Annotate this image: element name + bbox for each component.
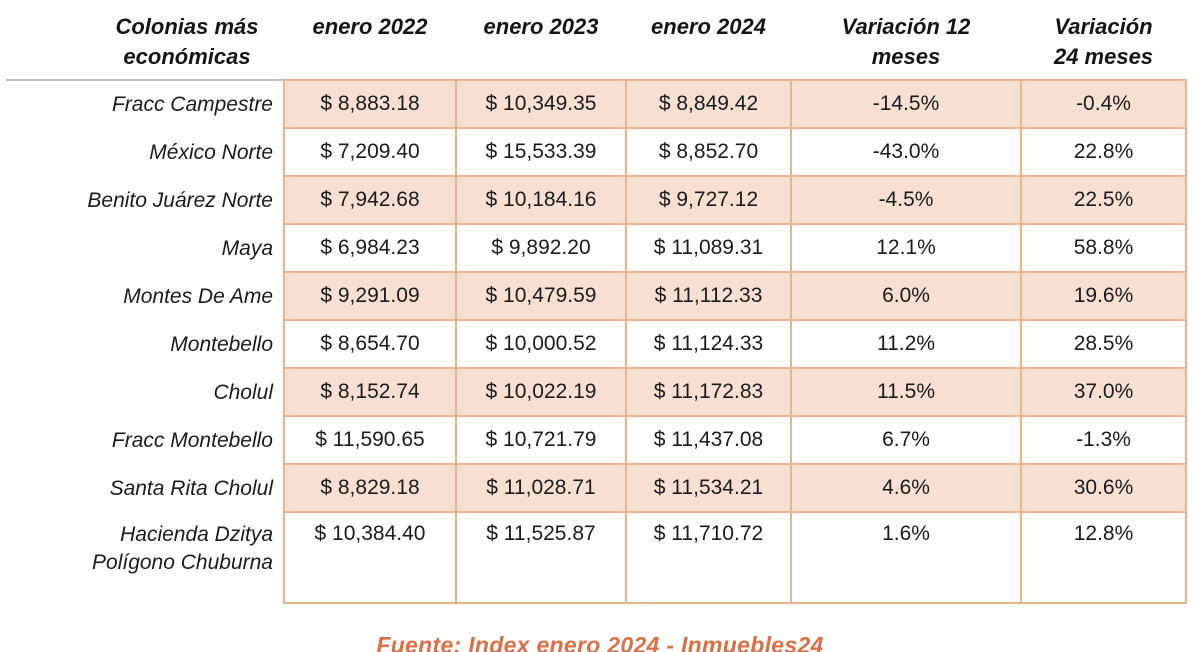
price-enero-2023-cell: $ 15,533.39 <box>455 127 627 178</box>
price-enero-2022-cell: $ 10,384.40 <box>283 511 457 605</box>
price-enero-2024-cell: $ 11,710.72 <box>625 511 792 605</box>
column-header-enero-2023: enero 2023 <box>483 14 599 39</box>
colonia-name-cell: Hacienda Dzitya Polígono Chuburna <box>92 523 273 574</box>
price-enero-2023-cell: $ 10,721.79 <box>455 415 627 466</box>
variacion-12-meses-cell: -14.5% <box>790 79 1022 130</box>
table-row: Montebello $ 8,654.70 $ 10,000.52 $ 11,1… <box>6 319 1187 370</box>
variacion-24-meses-cell: 28.5% <box>1020 319 1187 370</box>
price-enero-2022-cell: $ 8,829.18 <box>283 463 457 514</box>
table-row: Benito Juárez Norte $ 7,942.68 $ 10,184.… <box>6 175 1187 226</box>
price-enero-2022-cell: $ 7,209.40 <box>283 127 457 178</box>
price-enero-2024-cell: $ 11,089.31 <box>625 223 792 274</box>
price-enero-2022-cell: $ 7,942.68 <box>283 175 457 226</box>
column-header-enero-2024: enero 2024 <box>651 14 766 39</box>
price-enero-2024-cell: $ 8,852.70 <box>625 127 792 178</box>
column-header-enero-2022: enero 2022 <box>312 14 428 39</box>
header-row: Colonias más económicas enero 2022 enero… <box>6 8 1186 82</box>
source-caption: Fuente: Index enero 2024 - Inmuebles24 <box>376 632 824 652</box>
price-enero-2024-cell: $ 11,172.83 <box>625 367 792 418</box>
table-row: Fracc Montebello $ 11,590.65 $ 10,721.79… <box>6 415 1187 466</box>
price-enero-2022-cell: $ 8,654.70 <box>283 319 457 370</box>
variacion-24-meses-cell: 37.0% <box>1020 367 1187 418</box>
colonias-table: Colonias más económicas enero 2022 enero… <box>6 8 1187 605</box>
variacion-24-meses-cell: 22.5% <box>1020 175 1187 226</box>
price-enero-2022-cell: $ 9,291.09 <box>283 271 457 322</box>
variacion-24-meses-cell: 22.8% <box>1020 127 1187 178</box>
table-body: Fracc Campestre $ 8,883.18 $ 10,349.35 $… <box>6 79 1187 605</box>
colonia-name-cell: Fracc Campestre <box>111 93 273 117</box>
variacion-12-meses-cell: 6.0% <box>790 271 1022 322</box>
price-enero-2024-cell: $ 11,534.21 <box>625 463 792 514</box>
variacion-12-meses-cell: 11.5% <box>790 367 1022 418</box>
table-header: Colonias más económicas enero 2022 enero… <box>6 8 1186 82</box>
variacion-24-meses-cell: 58.8% <box>1020 223 1187 274</box>
colonia-name-cell: Fracc Montebello <box>111 428 273 452</box>
colonia-name-cell: Maya <box>221 236 273 260</box>
column-header-variacion-12-meses: Variación 12 meses <box>841 14 971 69</box>
variacion-24-meses-cell: -0.4% <box>1020 79 1187 130</box>
colonia-name-cell: Montes De Ame <box>123 284 273 308</box>
variacion-12-meses-cell: 1.6% <box>790 511 1022 605</box>
column-header-colonias: Colonias más económicas <box>6 8 284 82</box>
colonia-name-cell: Montebello <box>170 332 273 356</box>
price-enero-2024-cell: $ 11,437.08 <box>625 415 792 466</box>
variacion-12-meses-cell: 11.2% <box>790 319 1022 370</box>
price-enero-2024-cell: $ 11,112.33 <box>625 271 792 322</box>
price-enero-2024-cell: $ 11,124.33 <box>625 319 792 370</box>
price-enero-2023-cell: $ 10,022.19 <box>455 367 627 418</box>
table-row: Montes De Ame $ 9,291.09 $ 10,479.59 $ 1… <box>6 271 1187 322</box>
price-enero-2024-cell: $ 9,727.12 <box>625 175 792 226</box>
price-enero-2023-cell: $ 11,028.71 <box>455 463 627 514</box>
variacion-12-meses-cell: 12.1% <box>790 223 1022 274</box>
variacion-24-meses-cell: -1.3% <box>1020 415 1187 466</box>
price-enero-2022-cell: $ 8,883.18 <box>283 79 457 130</box>
price-enero-2022-cell: $ 8,152.74 <box>283 367 457 418</box>
colonia-name-cell: Santa Rita Cholul <box>109 476 273 500</box>
variacion-24-meses-cell: 12.8% <box>1020 511 1187 605</box>
price-enero-2023-cell: $ 10,479.59 <box>455 271 627 322</box>
price-enero-2022-cell: $ 11,590.65 <box>283 415 457 466</box>
column-header-variacion-24-meses: Variación 24 meses <box>1053 14 1154 69</box>
variacion-12-meses-cell: -43.0% <box>790 127 1022 178</box>
price-enero-2022-cell: $ 6,984.23 <box>283 223 457 274</box>
variacion-12-meses-cell: 6.7% <box>790 415 1022 466</box>
price-enero-2023-cell: $ 9,892.20 <box>455 223 627 274</box>
variacion-24-meses-cell: 30.6% <box>1020 463 1187 514</box>
table-row: Fracc Campestre $ 8,883.18 $ 10,349.35 $… <box>6 79 1187 130</box>
colonia-name-cell: México Norte <box>149 140 273 164</box>
price-enero-2023-cell: $ 10,000.52 <box>455 319 627 370</box>
price-enero-2024-cell: $ 8,849.42 <box>625 79 792 130</box>
variacion-12-meses-cell: -4.5% <box>790 175 1022 226</box>
table-row: Maya $ 6,984.23 $ 9,892.20 $ 11,089.31 1… <box>6 223 1187 274</box>
variacion-24-meses-cell: 19.6% <box>1020 271 1187 322</box>
variacion-12-meses-cell: 4.6% <box>790 463 1022 514</box>
price-enero-2023-cell: $ 10,184.16 <box>455 175 627 226</box>
price-enero-2023-cell: $ 10,349.35 <box>455 79 627 130</box>
table-row: Cholul $ 8,152.74 $ 10,022.19 $ 11,172.8… <box>6 367 1187 418</box>
table-row: Santa Rita Cholul $ 8,829.18 $ 11,028.71… <box>6 463 1187 514</box>
table-row: México Norte $ 7,209.40 $ 15,533.39 $ 8,… <box>6 127 1187 178</box>
price-enero-2023-cell: $ 11,525.87 <box>455 511 627 605</box>
table-row: Hacienda Dzitya Polígono Chuburna $ 10,3… <box>6 511 1187 605</box>
colonia-name-cell: Cholul <box>213 380 273 404</box>
colonia-name-cell: Benito Juárez Norte <box>87 188 273 212</box>
